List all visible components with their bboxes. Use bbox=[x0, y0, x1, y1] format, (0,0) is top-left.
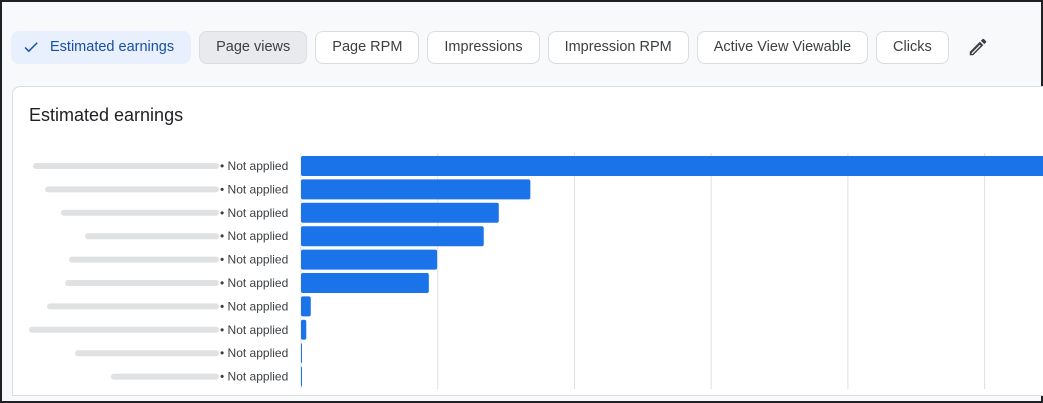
category-label: • Not applied bbox=[220, 253, 288, 267]
category-label: • Not applied bbox=[220, 206, 288, 220]
metric-chip-label: Impression RPM bbox=[564, 39, 672, 55]
category-label: • Not applied bbox=[220, 276, 288, 290]
metric-chip-active-view-viewable[interactable]: Active View Viewable bbox=[696, 30, 869, 64]
metric-chip-impression-rpm[interactable]: Impression RPM bbox=[547, 30, 689, 64]
edit-metrics-button[interactable] bbox=[963, 32, 993, 62]
category-label: • Not applied bbox=[220, 299, 288, 313]
blurred-site-name bbox=[65, 280, 219, 286]
bar bbox=[301, 366, 302, 387]
blurred-site-name bbox=[45, 186, 219, 193]
bar bbox=[301, 179, 531, 200]
bar bbox=[301, 343, 302, 364]
bar bbox=[301, 319, 307, 340]
metric-chip-label: Clicks bbox=[893, 39, 932, 55]
card-title: Estimated earnings bbox=[29, 105, 184, 125]
metric-chip-bar: Estimated earnings Page views Page RPM Impr… bbox=[11, 29, 993, 65]
metric-chip-page-views[interactable]: Page views bbox=[199, 30, 308, 64]
blurred-site-name bbox=[69, 256, 219, 263]
bar bbox=[301, 296, 311, 317]
category-label: • Not applied bbox=[220, 159, 288, 173]
metric-chip-label: Impressions bbox=[444, 39, 523, 55]
blurred-site-name bbox=[85, 233, 219, 240]
category-label: • Not applied bbox=[220, 182, 288, 196]
blurred-site-name bbox=[75, 350, 219, 357]
category-label: • Not applied bbox=[220, 346, 288, 360]
earnings-bar-chart: • Not applied • Not applied • Not applied •… bbox=[29, 153, 1043, 389]
metric-chip-estimated-earnings[interactable]: Estimated earnings bbox=[11, 30, 192, 64]
check-icon bbox=[22, 38, 40, 56]
bar bbox=[301, 249, 438, 270]
bar bbox=[301, 226, 484, 247]
metric-chip-clicks[interactable]: Clicks bbox=[876, 30, 949, 64]
metric-chip-label: Page views bbox=[216, 39, 291, 55]
pencil-icon bbox=[969, 38, 986, 56]
category-label: • Not applied bbox=[220, 229, 288, 243]
metric-chip-label: Estimated earnings bbox=[50, 39, 175, 55]
bar bbox=[301, 156, 1043, 176]
metric-chip-page-rpm[interactable]: Page RPM bbox=[315, 30, 420, 64]
bar bbox=[301, 273, 429, 293]
bar bbox=[301, 202, 499, 223]
blurred-site-name bbox=[61, 209, 219, 216]
blurred-site-name bbox=[33, 163, 219, 169]
blurred-site-name bbox=[47, 303, 219, 310]
category-label: • Not applied bbox=[220, 323, 288, 337]
blurred-site-name bbox=[29, 326, 219, 333]
metric-chip-label: Active View Viewable bbox=[713, 39, 852, 55]
metric-chip-impressions[interactable]: Impressions bbox=[427, 30, 540, 64]
blurred-site-name bbox=[111, 373, 219, 380]
category-label: • Not applied bbox=[220, 370, 288, 384]
earnings-chart-card: Estimated earnings • Not applied • Not ap… bbox=[12, 86, 1043, 396]
metric-chip-label: Page RPM bbox=[332, 39, 403, 55]
